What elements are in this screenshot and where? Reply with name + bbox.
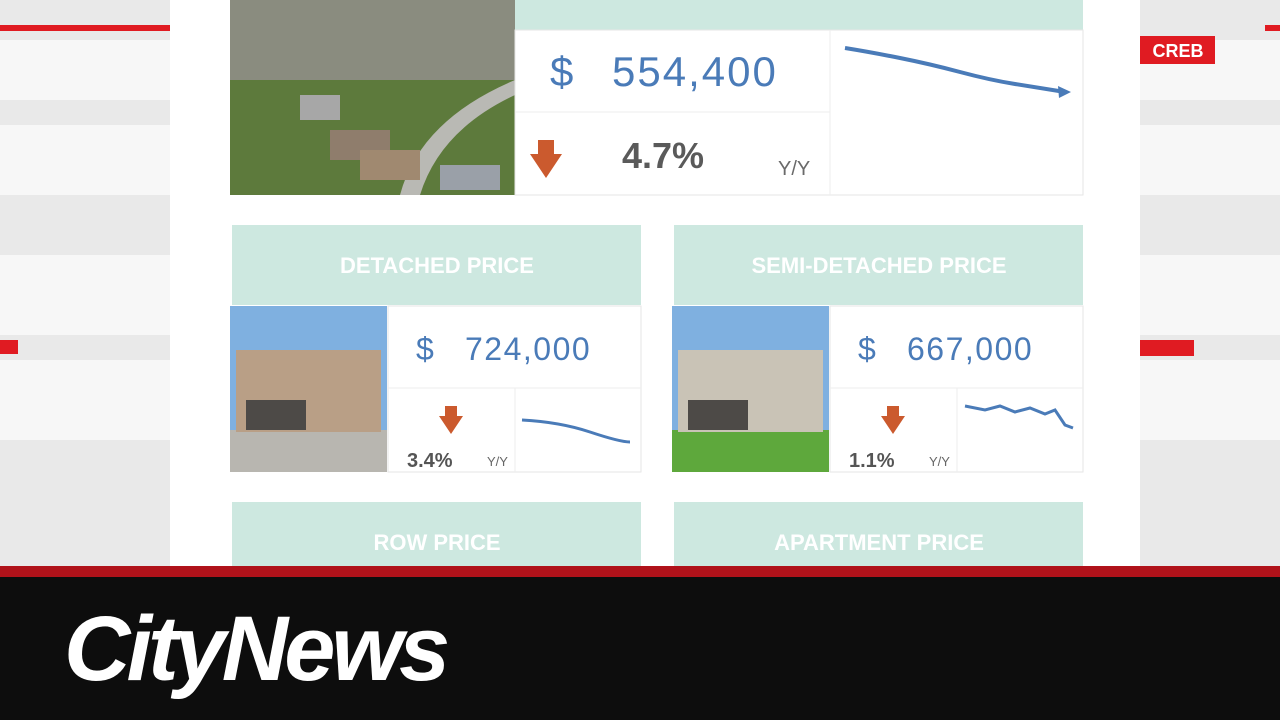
sparkline-arrow	[1058, 86, 1071, 98]
price: 667,000	[907, 331, 1033, 367]
down-arrow	[530, 140, 562, 178]
backdrop-bars	[0, 40, 1280, 440]
aerial-photo	[230, 0, 515, 195]
period: Y/Y	[487, 454, 508, 469]
card-header	[515, 0, 1083, 30]
card-title: APARTMENT PRICE	[774, 530, 984, 555]
card-title: ROW PRICE	[373, 530, 500, 555]
logo-band	[0, 577, 1280, 720]
period: Y/Y	[929, 454, 950, 469]
currency: $	[858, 331, 876, 367]
sparkline	[844, 46, 1066, 94]
house-photo-ground	[672, 430, 829, 472]
card-header	[674, 225, 1083, 305]
price: 554,400	[612, 48, 778, 95]
sparkline	[521, 418, 631, 444]
currency: $	[416, 331, 434, 367]
house-photo-door	[688, 400, 748, 430]
down-arrow	[881, 406, 905, 434]
price: 724,000	[465, 331, 591, 367]
change: 1.1%	[849, 450, 895, 472]
currency: $	[550, 48, 573, 95]
card-title: DETACHED PRICE	[340, 253, 534, 278]
sparkline	[964, 404, 1074, 430]
badge: CREB	[1152, 41, 1203, 61]
house-photo-ground	[230, 430, 387, 472]
card-title: SEMI-DETACHED PRICE	[751, 253, 1006, 278]
card-header	[232, 225, 641, 305]
change: 3.4%	[407, 450, 453, 472]
red-rule	[0, 566, 1280, 577]
down-arrow	[439, 406, 463, 434]
logo: CityNews	[64, 598, 448, 700]
backdrop-red-stripes	[0, 25, 1280, 356]
house-photo-door	[246, 400, 306, 430]
change: 4.7%	[622, 135, 704, 176]
cards: DETACHED PRICE $ 724,000 3.4% Y/Y SEMI-DETACH…	[230, 225, 1084, 582]
period: Y/Y	[778, 158, 810, 180]
